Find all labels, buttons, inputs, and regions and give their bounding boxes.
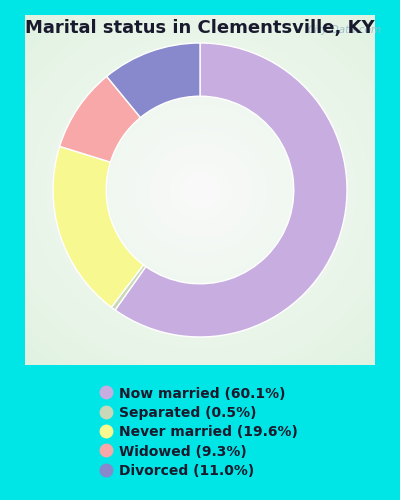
Wedge shape <box>60 76 140 162</box>
Wedge shape <box>107 43 200 118</box>
Wedge shape <box>115 43 347 337</box>
Text: Marital status in Clementsville, KY: Marital status in Clementsville, KY <box>25 19 375 37</box>
Wedge shape <box>111 265 146 310</box>
Legend: Now married (60.1%), Separated (0.5%), Never married (19.6%), Widowed (9.3%), Di: Now married (60.1%), Separated (0.5%), N… <box>98 383 302 482</box>
Wedge shape <box>53 146 144 308</box>
Text: City-Data.com: City-Data.com <box>308 25 382 35</box>
